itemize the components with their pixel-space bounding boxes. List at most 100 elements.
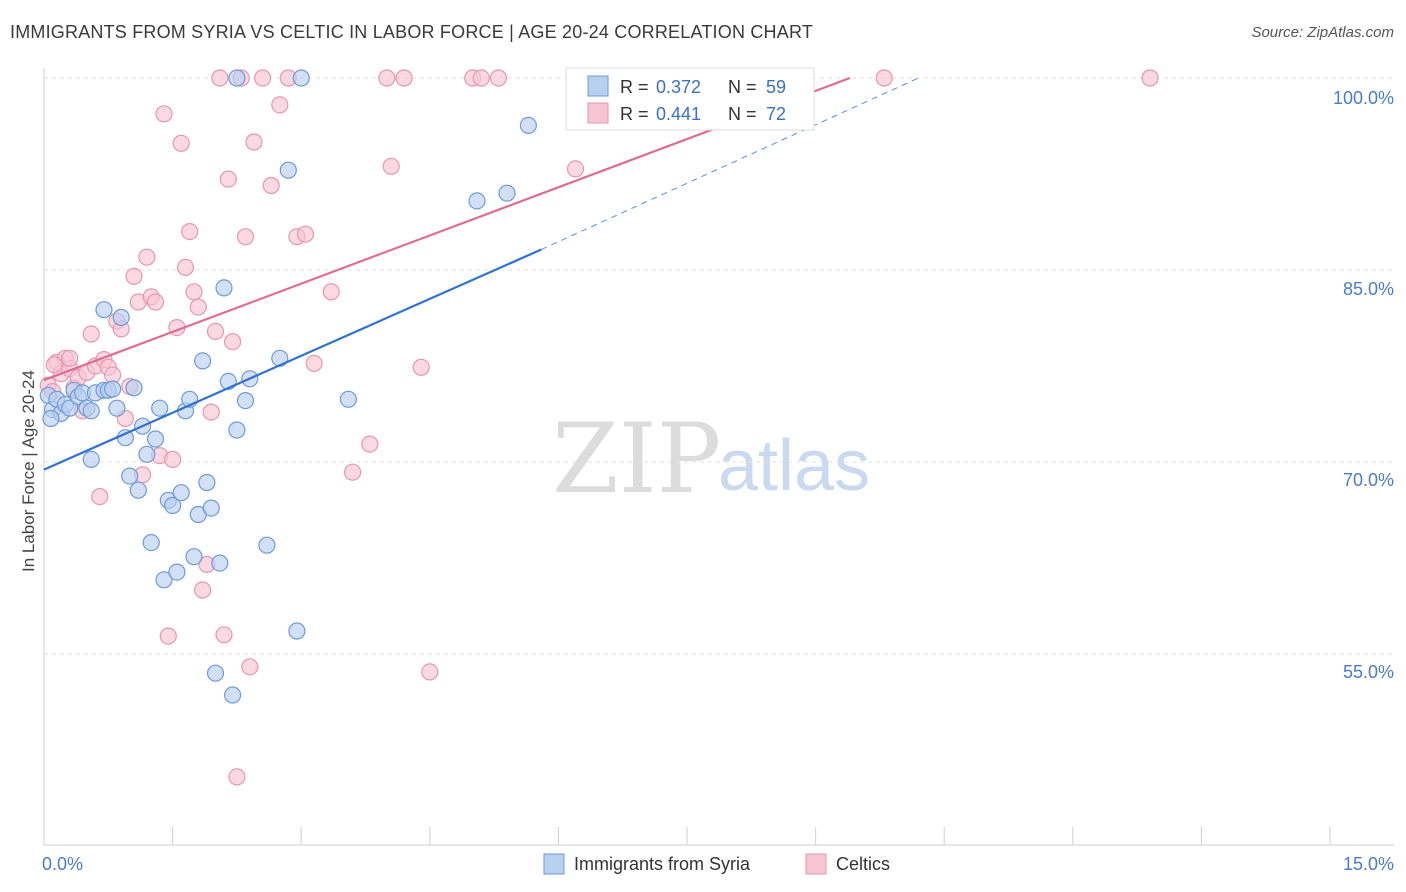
celtics-point-49 — [254, 69, 272, 87]
celtics-point-62 — [412, 358, 430, 376]
axis-ticks — [43, 827, 1331, 845]
syria-point-25 — [146, 430, 165, 448]
syria-point-29 — [164, 496, 182, 515]
celtics-point-60 — [382, 157, 400, 175]
celtics-point-25 — [146, 293, 165, 311]
syria-point-43 — [224, 686, 242, 704]
syria-trend-extension — [541, 77, 919, 250]
legend-r-label-2: R = — [620, 104, 649, 124]
syria-point-39 — [206, 664, 225, 682]
celtics-point-59 — [378, 69, 396, 87]
syria-point-47 — [258, 536, 276, 554]
y-tick-label-100: 100.0% — [1333, 88, 1394, 108]
syria-point-15 — [103, 380, 122, 398]
celtics-point-51 — [271, 96, 289, 114]
celtics-point-56 — [322, 283, 340, 301]
celtics-point-66 — [489, 69, 507, 87]
celtics-point-61 — [395, 69, 413, 87]
watermark-zip: ZIP — [552, 403, 721, 515]
y-axis-label: In Labor Force | Age 20-24 — [19, 370, 38, 572]
celtics-point-70 — [61, 349, 79, 367]
series-legend: Immigrants from Syria Celtics — [543, 853, 890, 875]
syria-point-23 — [138, 445, 156, 463]
celtics-point-47 — [241, 658, 259, 676]
celtics-point-36 — [194, 581, 212, 599]
celtics-point-10 — [82, 325, 100, 343]
celtics-point-69 — [1141, 69, 1159, 87]
syria-point-38 — [202, 499, 220, 517]
syria-point-49 — [279, 161, 297, 179]
syria-point-44 — [228, 421, 246, 439]
syria-point-24 — [142, 533, 160, 552]
syria-point-50 — [288, 622, 306, 640]
syria-point-36 — [194, 352, 212, 370]
celtics-point-44 — [228, 768, 246, 786]
syria-point-58 — [82, 402, 100, 420]
celtics-point-35 — [189, 298, 207, 316]
celtics-point-48 — [245, 133, 263, 151]
trend-lines — [43, 76, 919, 471]
correlation-legend: R = 0.372 N = 59 R = 0.441 N = 72 — [565, 67, 815, 131]
syria-point-17 — [112, 308, 130, 326]
syria-point-16 — [108, 399, 126, 417]
celtics-point-41 — [215, 626, 233, 644]
syria-point-52 — [228, 69, 246, 87]
syria-point-21 — [129, 481, 147, 499]
watermark-atlas: atlas — [718, 426, 870, 506]
syria-point-51 — [339, 390, 357, 408]
x-tick-label-min: 0.0% — [42, 854, 83, 874]
legend-r-value-1: 0.372 — [656, 77, 701, 97]
celtics-point-20 — [125, 267, 143, 285]
syria-point-20 — [125, 379, 143, 397]
celtics-point-23 — [138, 248, 156, 266]
celtics-point-58 — [361, 435, 379, 453]
celtics-point-33 — [181, 223, 199, 241]
axes — [43, 68, 1394, 846]
celtics-point-54 — [296, 225, 315, 243]
celtics-point-12 — [91, 488, 109, 506]
celtics-point-67 — [566, 160, 585, 178]
y-tick-label-55: 55.0% — [1343, 662, 1394, 682]
celtics-point-55 — [305, 354, 323, 372]
celtics-point-31 — [172, 134, 190, 152]
legend-n-value-1: 59 — [766, 77, 786, 97]
syria-point-31 — [172, 484, 190, 502]
celtics-point-63 — [421, 663, 439, 681]
bottom-legend-label-celtics: Celtics — [836, 854, 890, 874]
syria-point-34 — [185, 548, 203, 566]
legend-r-value-2: 0.441 — [656, 104, 701, 124]
y-tick-label-85: 85.0% — [1343, 279, 1394, 299]
legend-r-label-1: R = — [620, 77, 649, 97]
syria-point-37 — [198, 473, 216, 492]
celtics-point-28 — [159, 627, 177, 645]
celtics-point-57 — [344, 463, 362, 481]
chart-title: IMMIGRANTS FROM SYRIA VS CELTIC IN LABOR… — [10, 22, 814, 42]
legend-n-label-2: N = — [728, 104, 757, 124]
syria-point-41 — [215, 279, 233, 297]
syria-point-13 — [95, 301, 113, 319]
data-points — [39, 69, 1159, 786]
syria-point-19 — [121, 467, 139, 485]
syria-point-26 — [151, 399, 169, 417]
syria-point-53 — [292, 69, 310, 87]
x-tick-label-max: 15.0% — [1343, 854, 1394, 874]
syria-point-30 — [168, 563, 186, 581]
celtics-point-40 — [211, 69, 229, 87]
celtics-point-50 — [262, 176, 280, 195]
celtics-point-32 — [176, 258, 195, 276]
legend-n-label-1: N = — [728, 77, 757, 97]
syria-point-56 — [519, 116, 538, 135]
bottom-legend-swatch-celtics — [805, 853, 827, 875]
syria-point-45 — [236, 392, 255, 410]
celtics-point-39 — [206, 322, 225, 340]
celtics-point-34 — [185, 283, 203, 301]
celtics-point-27 — [155, 105, 173, 123]
celtics-point-38 — [202, 403, 220, 421]
celtics-point-29 — [164, 450, 182, 468]
celtics-point-65 — [472, 69, 490, 87]
syria-point-54 — [468, 192, 486, 210]
syria-point-5 — [61, 399, 79, 417]
celtics-point-43 — [224, 333, 242, 351]
syria-trend-line — [43, 248, 542, 471]
